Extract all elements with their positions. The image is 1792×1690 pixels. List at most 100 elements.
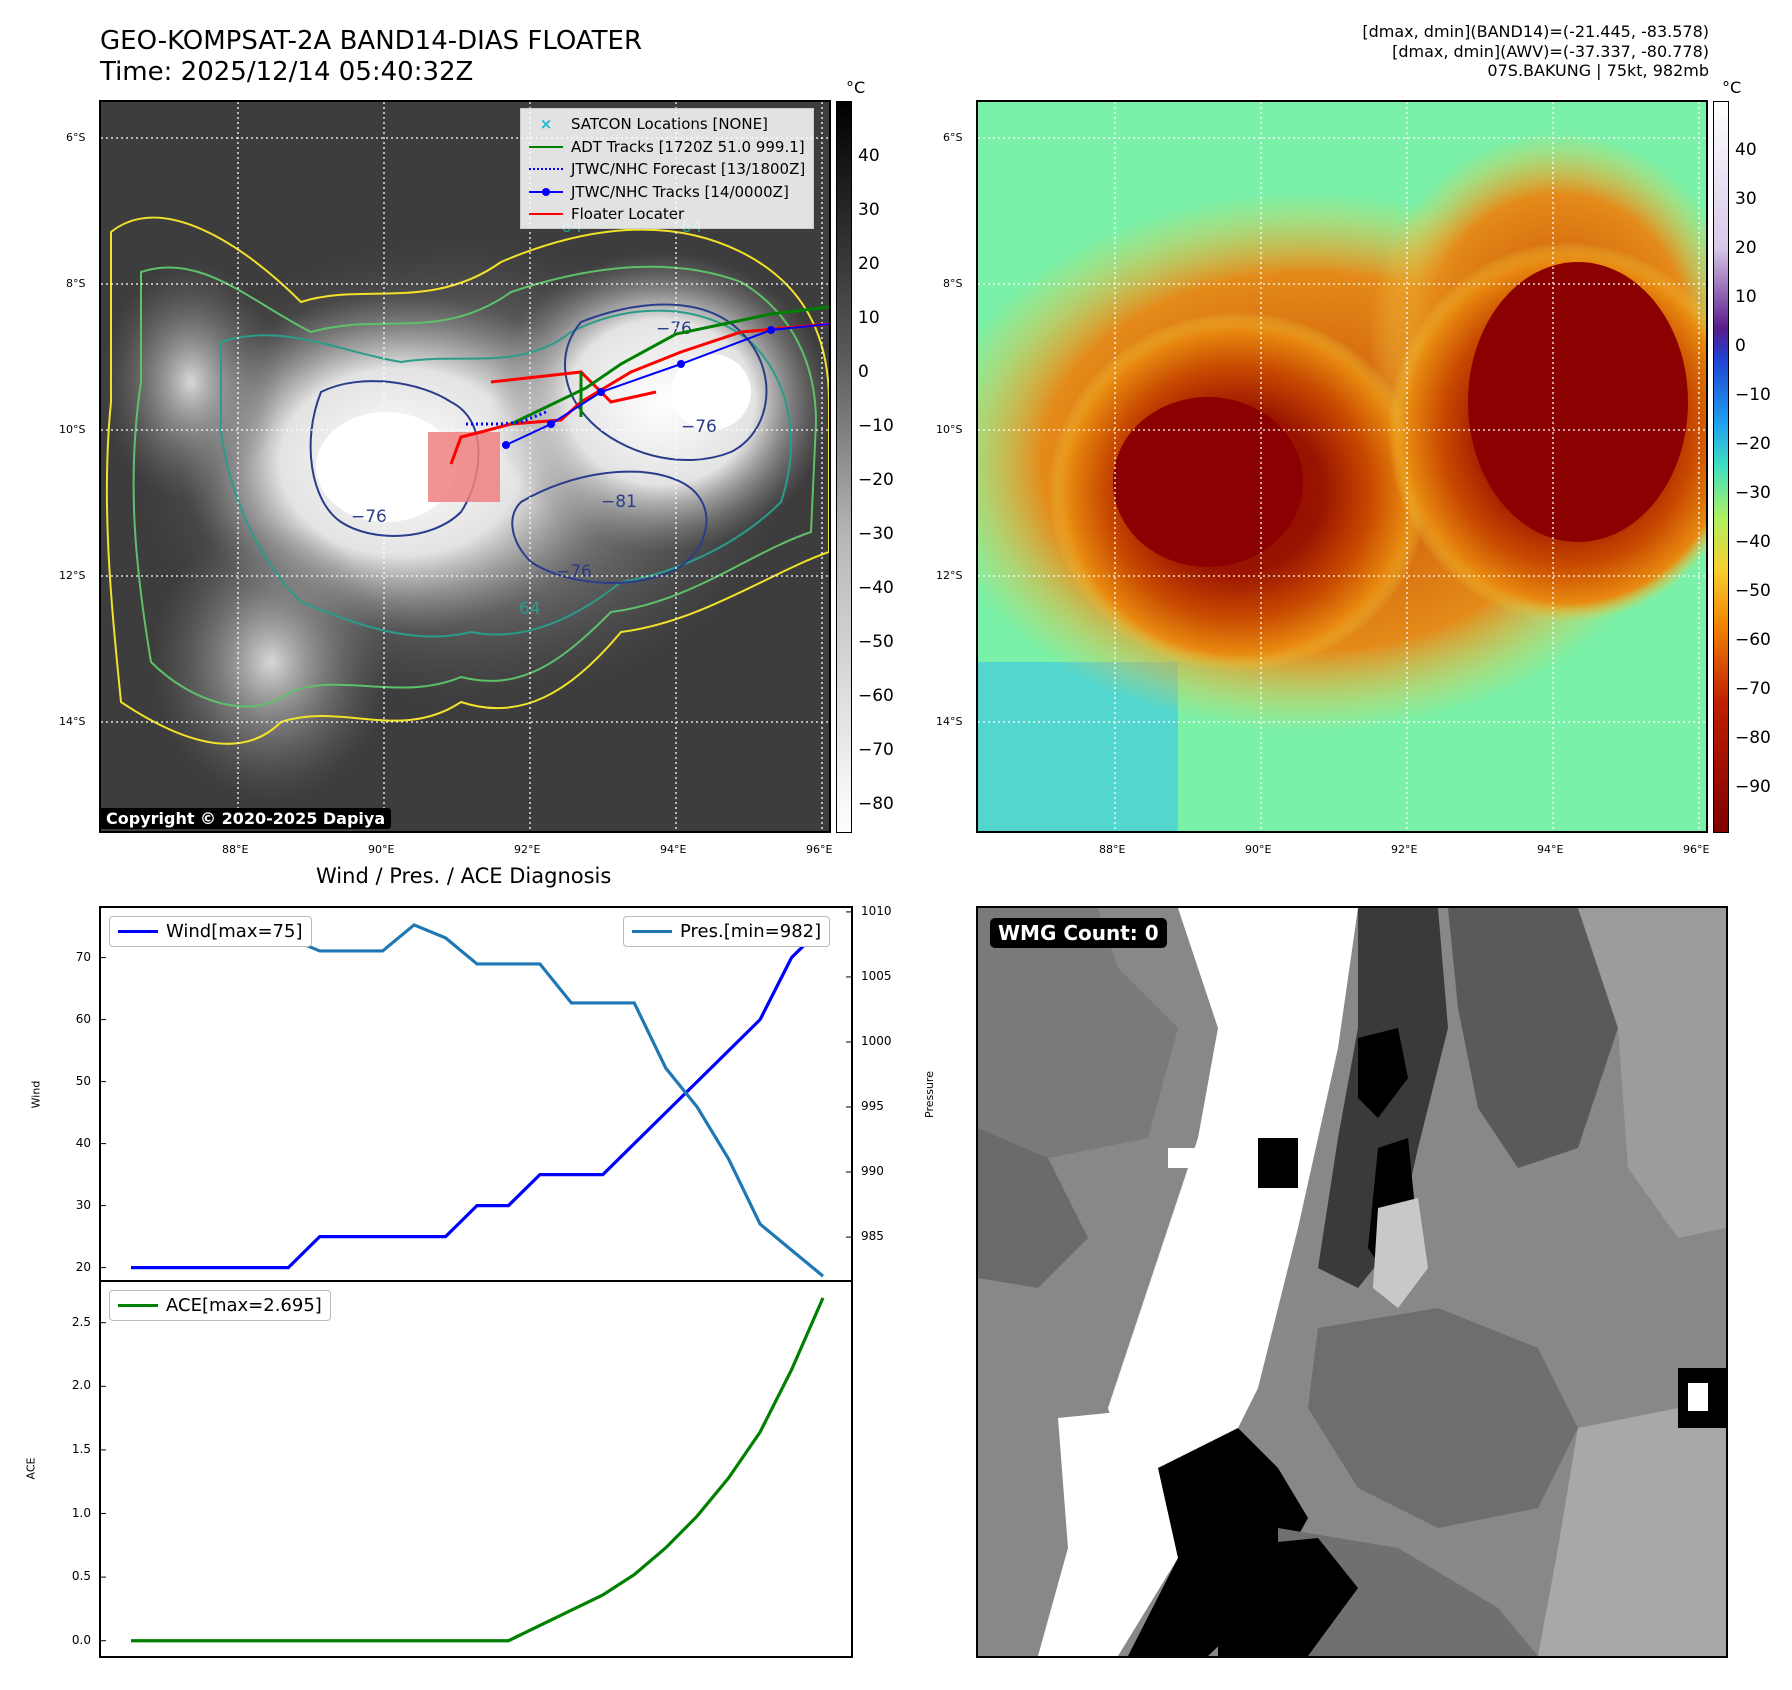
wmg-white-spot — [1168, 1148, 1228, 1168]
lon-label: 94°E — [660, 843, 687, 856]
lon-label: 90°E — [368, 843, 395, 856]
wmg-light-spot — [1373, 1198, 1428, 1308]
wind-series-line — [131, 925, 825, 1270]
jtwc-track — [505, 323, 829, 446]
wmg-count-badge: WMG Count: 0 — [990, 918, 1167, 948]
colorbar-tick: 0 — [1735, 336, 1746, 356]
contour-navy-east — [564, 303, 768, 461]
lon-label: 96°E — [1683, 843, 1710, 856]
ace-tick-label: 0.0 — [71, 1632, 91, 1647]
x-mark-icon: × — [539, 115, 553, 133]
pressure-tick-label: 990 — [861, 1164, 884, 1179]
lat-label: 8°S — [66, 277, 86, 290]
colorbar-tick: −40 — [1735, 532, 1771, 552]
figure-title: GEO-KOMPSAT-2A BAND14-DIAS FLOATER Time:… — [100, 26, 642, 88]
colorbar-tick: −70 — [1735, 679, 1771, 699]
wmg-white-band — [1108, 908, 1358, 1508]
legend-adt: ADT Tracks [1720Z 51.0 999.1] — [529, 136, 805, 159]
wmg-region — [978, 1128, 1088, 1288]
pressure-series-line — [131, 923, 825, 1278]
wmg-region — [1538, 1408, 1726, 1656]
colorbar-tick: −40 — [858, 578, 894, 598]
wmg-region — [1308, 1308, 1578, 1528]
line-icon — [529, 145, 563, 148]
ace-svg — [101, 1297, 825, 1643]
legend-satcon: × SATCON Locations [NONE] — [529, 113, 805, 136]
wind-tick-label: 30 — [75, 1197, 91, 1212]
lat-label: 6°S — [943, 131, 963, 144]
legend-forecast: JTWC/NHC Forecast [13/1800Z] — [529, 158, 805, 181]
line-dot-icon — [529, 187, 563, 196]
contour-green — [132, 265, 818, 708]
colorbar-tick: 20 — [1735, 238, 1757, 258]
colorbar-tick: −50 — [1735, 581, 1771, 601]
line-icon — [632, 930, 672, 933]
lat-label: 12°S — [936, 569, 963, 582]
wmg-map — [976, 906, 1728, 1658]
legend-tracks: JTWC/NHC Tracks [14/0000Z] — [529, 181, 805, 204]
wind-pres-plot — [99, 906, 853, 1282]
ir-colorbar — [836, 101, 852, 833]
colorbar-tick: −90 — [1735, 777, 1771, 797]
line-icon — [118, 1304, 158, 1307]
line-icon — [529, 213, 563, 216]
ace-tick-label: 1.0 — [71, 1505, 91, 1520]
wind-tick-label: 40 — [75, 1135, 91, 1150]
pressure-tick-label: 1005 — [861, 968, 892, 983]
colorbar-tick: 30 — [858, 200, 880, 220]
ace-series-line — [131, 1297, 825, 1643]
colorbar-tick: −20 — [858, 470, 894, 490]
lon-label: 88°E — [1099, 843, 1126, 856]
lon-label: 94°E — [1537, 843, 1564, 856]
wmg-black-region — [1218, 1538, 1358, 1656]
lat-label: 8°S — [943, 277, 963, 290]
contour-label: −76 — [556, 562, 592, 582]
colorbar-tick: −60 — [858, 686, 894, 706]
colorbar-tick: 0 — [858, 362, 869, 382]
ace-legend: ACE[max=2.695] — [109, 1290, 331, 1321]
lon-label: 92°E — [514, 843, 541, 856]
lon-label: 92°E — [1391, 843, 1418, 856]
ace-tick-label: 2.5 — [71, 1314, 91, 1329]
pres-legend: Pres.[min=982] — [623, 916, 831, 947]
awv-west-cold-core — [1113, 397, 1303, 567]
pressure-tick-label: 1000 — [861, 1033, 892, 1048]
floater-box — [428, 432, 500, 502]
colorbar-tick: 10 — [858, 308, 880, 328]
wind-ylabel: Wind — [29, 1080, 43, 1109]
wmg-svg — [978, 908, 1726, 1656]
wind-tick-label: 20 — [75, 1259, 91, 1274]
title-time: Time: 2025/12/14 05:40:32Z — [100, 57, 474, 87]
lon-label: 90°E — [1245, 843, 1272, 856]
wmg-region — [978, 908, 1178, 1158]
lon-label: 88°E — [222, 843, 249, 856]
line-icon — [118, 930, 158, 933]
contour-navy-west — [309, 380, 480, 537]
colorbar-tick: 30 — [1735, 189, 1757, 209]
wmg-region — [1278, 1528, 1538, 1656]
lat-label: 14°S — [936, 715, 963, 728]
colorbar-tick: −60 — [1735, 630, 1771, 650]
colorbar-tick: −80 — [1735, 728, 1771, 748]
ir-map-svg: −76 −76 −76 −81 −76 64 64 64 — [101, 102, 829, 831]
colorbar-tick: −30 — [858, 524, 894, 544]
colorbar-tick: 40 — [858, 146, 880, 166]
ir-legend: × SATCON Locations [NONE] ADT Tracks [172… — [520, 108, 815, 229]
wmg-black-spot — [1258, 1138, 1298, 1188]
storm-info: [dmax, dmin](BAND14)=(-21.445, -83.578) … — [1362, 22, 1709, 81]
colorbar-tick: −20 — [1735, 434, 1771, 454]
info-band14-range: [dmax, dmin](BAND14)=(-21.445, -83.578) — [1362, 22, 1709, 41]
wind-pres-svg — [101, 911, 851, 1278]
colorbar-tick: 40 — [1735, 140, 1757, 160]
adt-track-2 — [510, 305, 829, 426]
wmg-white-spot — [1688, 1383, 1708, 1411]
colorbar-tick: 10 — [1735, 287, 1757, 307]
lon-label: 96°E — [806, 843, 833, 856]
title-satellite: GEO-KOMPSAT-2A BAND14-DIAS FLOATER — [100, 26, 643, 56]
colorbar-tick: −10 — [858, 416, 894, 436]
contour-yellow — [105, 216, 829, 745]
colorbar-tick: −10 — [1735, 385, 1771, 405]
contour-label: −81 — [601, 492, 637, 512]
info-awv-range: [dmax, dmin](AWV)=(-37.337, -80.778) — [1392, 41, 1709, 61]
diagnosis-title: Wind / Pres. / ACE Diagnosis — [316, 864, 612, 888]
